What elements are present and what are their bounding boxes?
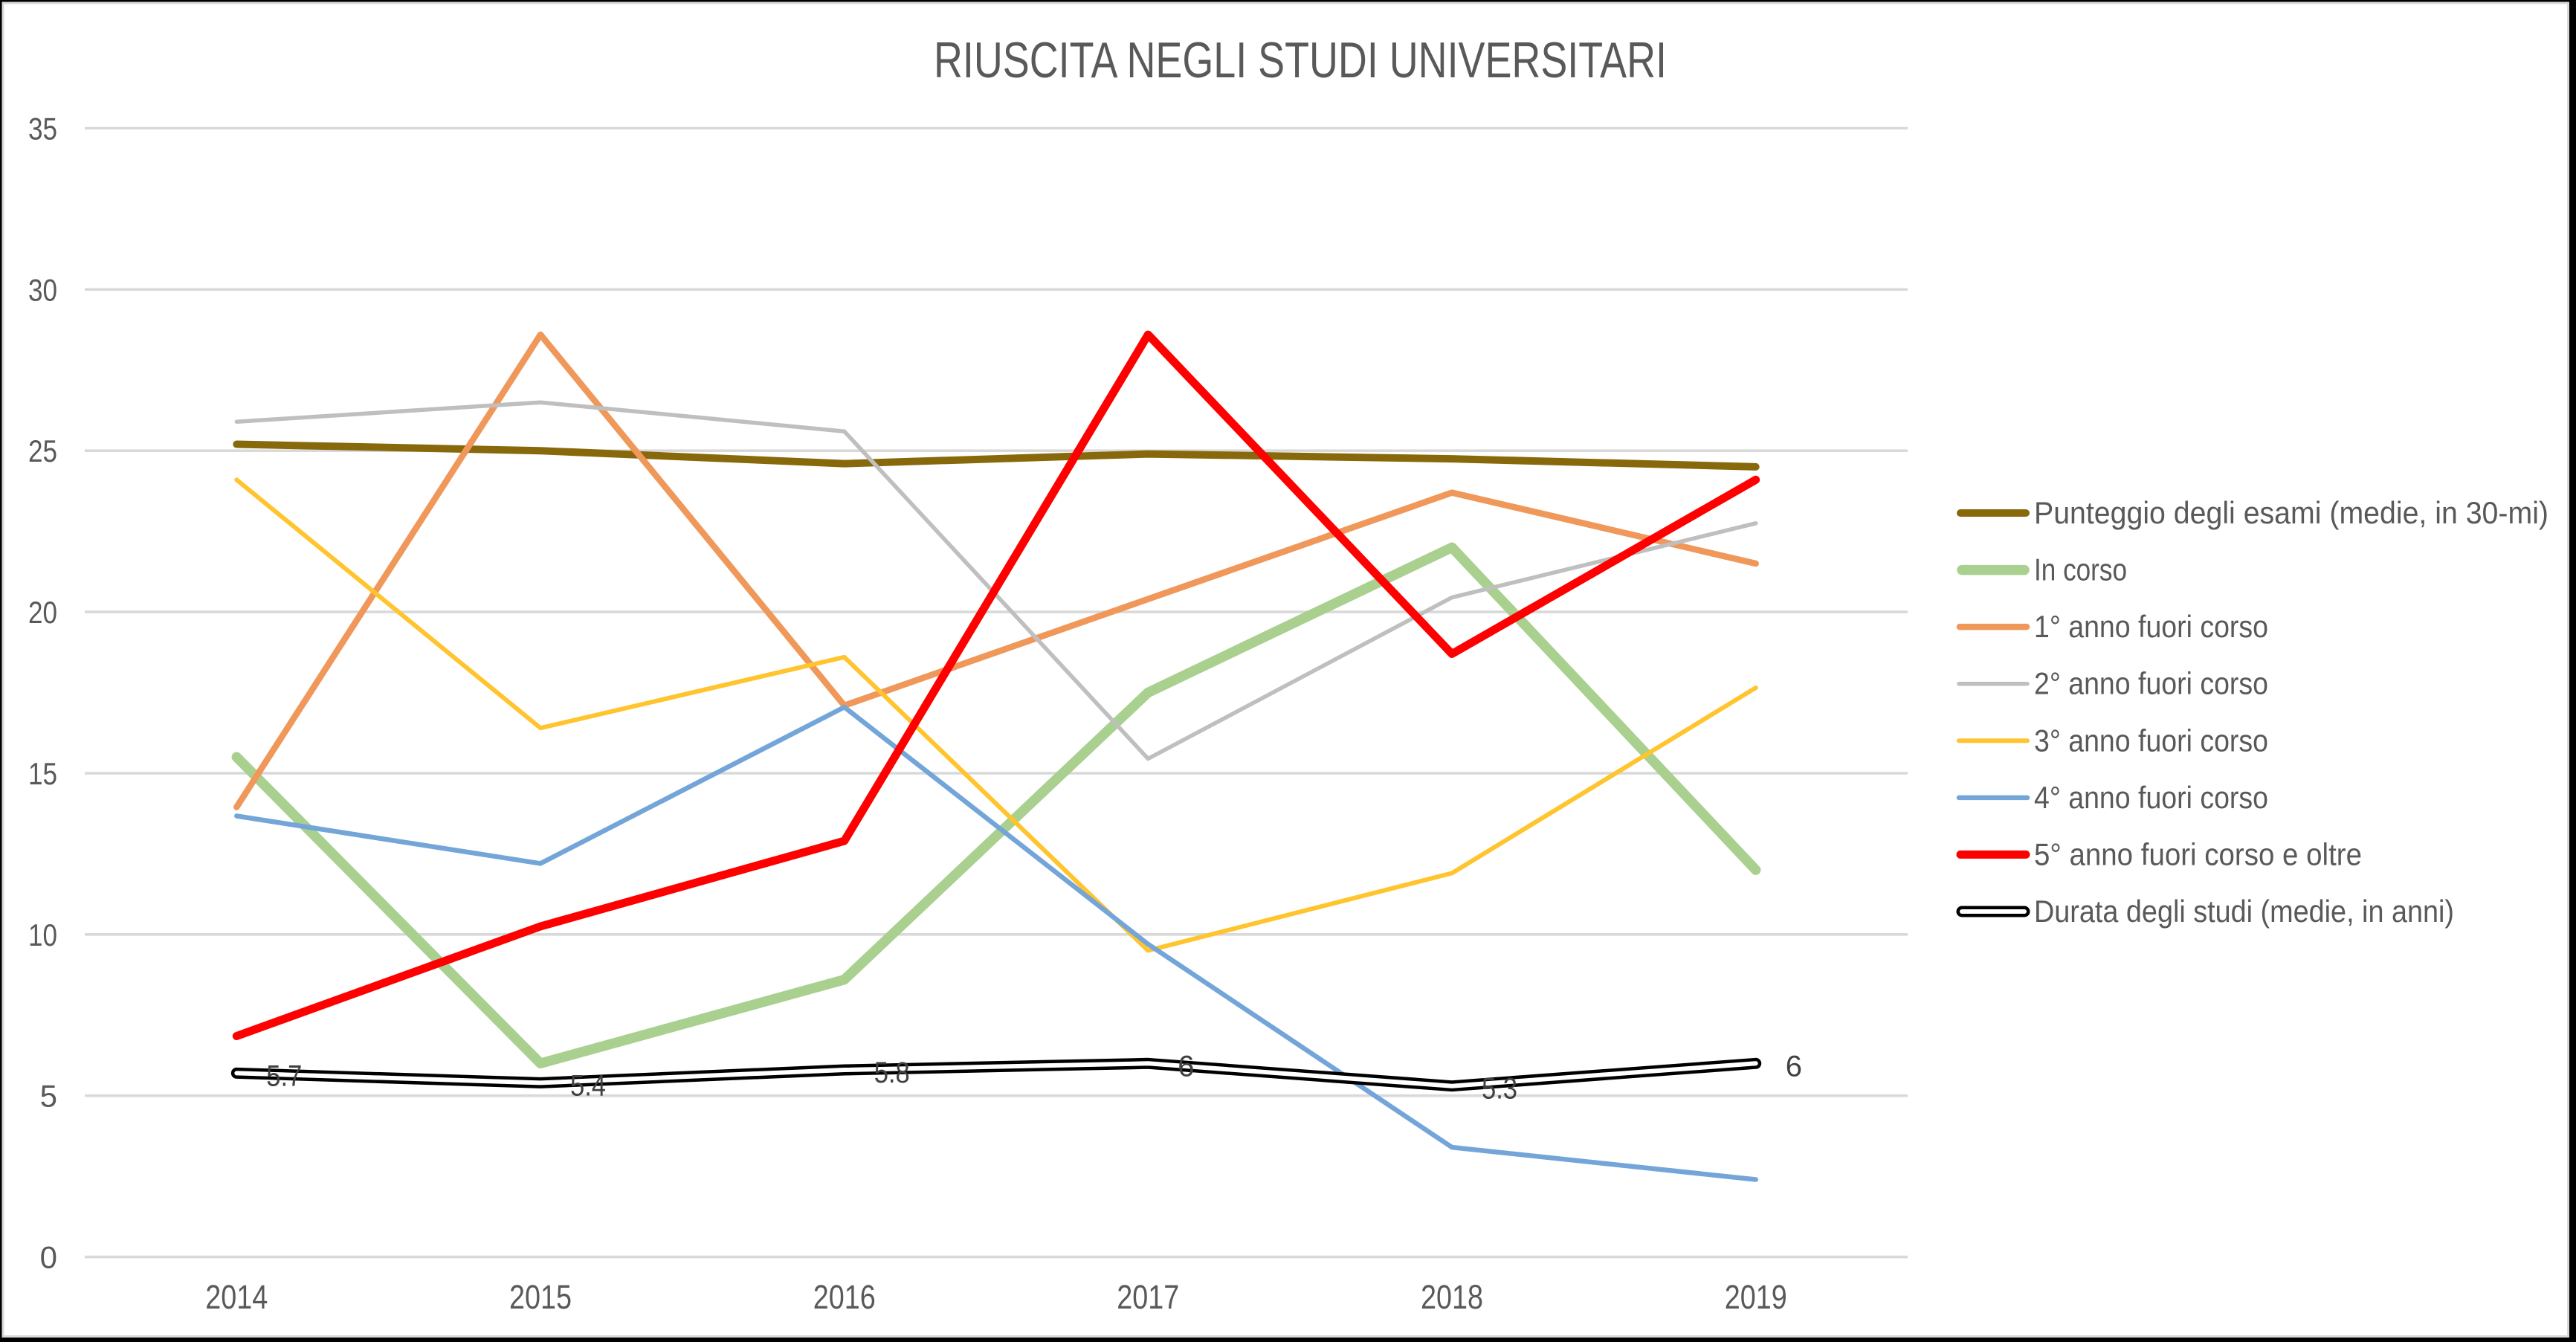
svg-text:2016: 2016: [813, 1278, 876, 1316]
svg-text:6: 6: [1178, 1050, 1194, 1083]
svg-text:5.4: 5.4: [570, 1069, 606, 1102]
svg-text:Durata degli studi (medie, in: Durata degli studi (medie, in anni): [2034, 894, 2454, 929]
svg-text:2015: 2015: [509, 1278, 572, 1316]
svg-text:10: 10: [28, 917, 57, 952]
svg-text:RIUSCITA NEGLI STUDI UNIVERSIT: RIUSCITA NEGLI STUDI UNIVERSITARI: [934, 32, 1667, 88]
svg-text:3° anno fuori corso: 3° anno fuori corso: [2034, 723, 2268, 758]
svg-text:2017: 2017: [1117, 1278, 1179, 1316]
svg-text:4° anno fuori corso: 4° anno fuori corso: [2034, 780, 2268, 815]
svg-text:30: 30: [28, 272, 57, 307]
svg-text:5° anno fuori corso e oltre: 5° anno fuori corso e oltre: [2034, 836, 2362, 871]
svg-text:2° anno fuori corso: 2° anno fuori corso: [2034, 666, 2268, 701]
svg-text:25: 25: [28, 433, 57, 468]
svg-text:2018: 2018: [1421, 1278, 1483, 1316]
svg-text:In corso: In corso: [2034, 552, 2127, 587]
svg-text:20: 20: [28, 595, 57, 630]
svg-text:5.3: 5.3: [1482, 1073, 1517, 1106]
svg-text:2014: 2014: [205, 1278, 268, 1316]
svg-text:5: 5: [40, 1079, 57, 1114]
svg-text:5.7: 5.7: [266, 1059, 302, 1092]
svg-text:15: 15: [28, 756, 57, 791]
svg-text:5.8: 5.8: [874, 1056, 910, 1089]
svg-text:2019: 2019: [1725, 1278, 1787, 1316]
svg-text:0: 0: [40, 1240, 57, 1275]
svg-text:1° anno fuori corso: 1° anno fuori corso: [2034, 609, 2268, 644]
svg-text:35: 35: [28, 112, 57, 146]
svg-text:6: 6: [1786, 1050, 1802, 1083]
svg-text:Punteggio degli esami (medie,: Punteggio degli esami (medie, in 30-mi): [2034, 495, 2548, 530]
